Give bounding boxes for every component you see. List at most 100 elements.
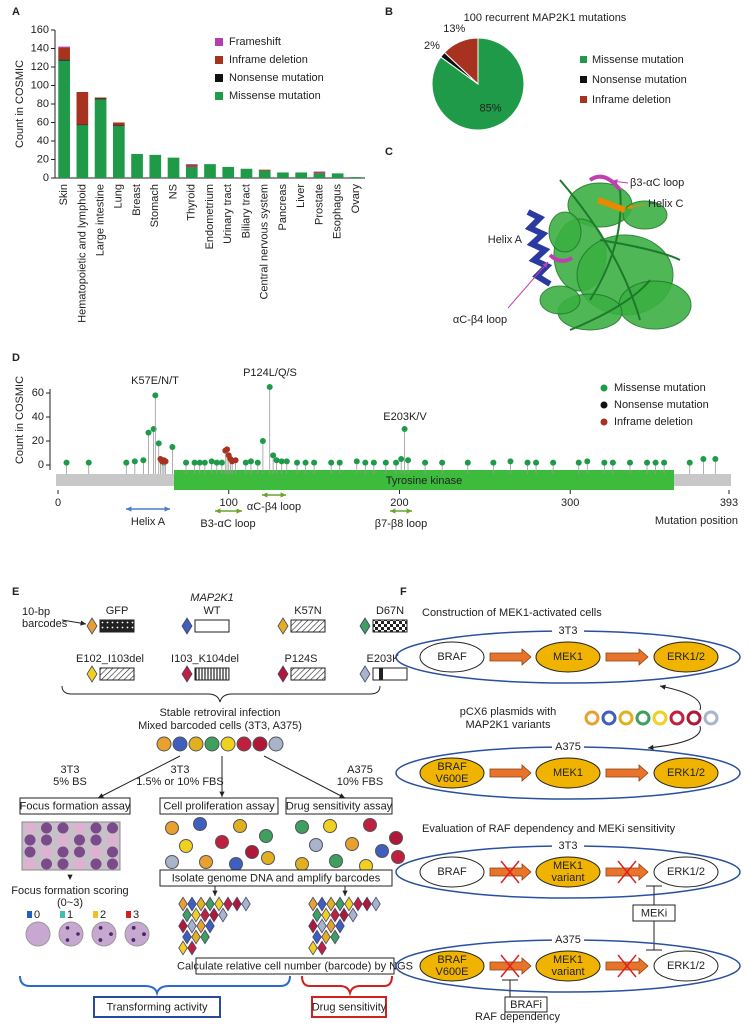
bar-segment	[112, 122, 125, 126]
y-tick-label: 20	[37, 153, 49, 165]
construct-label: P124S	[284, 653, 317, 665]
y-tick-label: 80	[37, 98, 49, 110]
annotation: P124L/Q/S	[243, 367, 297, 379]
lollipop-dot	[254, 459, 261, 466]
construct-box	[194, 667, 230, 681]
lollipop-dot	[533, 459, 540, 466]
well	[57, 834, 69, 846]
arrow-head	[262, 492, 268, 498]
legend-label: Nonsense mutation	[592, 74, 687, 86]
legend-label: Frameshift	[229, 36, 281, 48]
cell	[179, 839, 193, 853]
lollipop-dot	[152, 392, 159, 399]
panel-label: D	[12, 352, 20, 364]
lollipop-dot	[140, 457, 147, 464]
cell-label: 3T3	[559, 625, 578, 637]
construct-box	[372, 619, 408, 633]
bar-segment	[94, 98, 107, 100]
well	[107, 822, 118, 834]
bar-segment	[313, 171, 326, 173]
ribbon-strand	[569, 279, 651, 331]
plasmid	[635, 710, 651, 726]
x-tick-label: 300	[561, 497, 579, 509]
assay-label-box	[159, 797, 279, 815]
barcode-diamond	[348, 907, 358, 923]
ribbon-strand	[589, 189, 622, 301]
focus	[76, 932, 80, 936]
lollipop-dot	[464, 459, 471, 466]
x-tick-label: Hematopoietic and lymphoid	[76, 184, 88, 323]
barcode-diamond	[187, 918, 197, 934]
bar-segment	[131, 153, 143, 178]
well	[74, 858, 85, 870]
construct-box	[290, 667, 326, 681]
node-label: V600E	[435, 966, 468, 978]
construct-label: E203K	[366, 653, 400, 665]
condition-label: 5% BS	[53, 776, 87, 788]
lollipop-dot	[712, 456, 719, 462]
score-label: 3	[133, 909, 139, 921]
barcode-diamond	[317, 940, 327, 956]
node	[653, 856, 719, 888]
focus	[131, 938, 136, 942]
lollipop-dot	[700, 456, 707, 462]
lollipop-dot	[242, 459, 249, 466]
gene-label: MAP2K1	[190, 592, 233, 604]
legend-label: Missense mutation	[614, 382, 706, 394]
node-label: BRAF	[437, 761, 467, 773]
cell	[156, 736, 172, 752]
node-label: BRAF	[437, 954, 467, 966]
arrow-head	[215, 508, 221, 514]
bar-segment	[76, 91, 89, 125]
bar-segment	[149, 154, 162, 178]
cell-label-bg	[552, 933, 584, 946]
cell	[229, 857, 243, 871]
lollipop-dot	[123, 459, 130, 466]
arrow-head	[212, 890, 218, 896]
protein-structure	[524, 174, 692, 331]
panel-label: B	[385, 6, 393, 18]
x-tick-label: Liver	[295, 184, 307, 208]
dish	[25, 921, 51, 947]
cell	[389, 831, 403, 845]
node-label: variant	[551, 966, 584, 978]
signal-arrow	[489, 764, 532, 782]
step-label-box	[195, 957, 395, 975]
lollipop-dot	[398, 456, 405, 462]
barcode-diamond	[205, 896, 215, 912]
bar-segment	[76, 124, 89, 126]
lollipop-dot	[405, 457, 412, 464]
well	[57, 858, 69, 870]
barcode-diamond	[209, 907, 219, 923]
lollipop-dot	[232, 457, 239, 464]
bracket	[301, 975, 393, 997]
bar-segment	[167, 157, 180, 178]
barcode-diamond	[330, 929, 340, 945]
barcode-diamond	[317, 896, 327, 912]
annotation: E203K/V	[383, 411, 427, 423]
arrow-head	[98, 793, 104, 798]
lollipop-dot	[218, 459, 225, 466]
barcode-diamond	[308, 940, 318, 956]
assay-label-box	[285, 797, 393, 815]
cell	[309, 838, 323, 852]
legend-label: Inframe deletion	[614, 416, 693, 428]
barcode-diamond	[187, 940, 197, 956]
lollipop-dot	[169, 444, 176, 450]
lollipop-dot	[626, 459, 633, 466]
well	[41, 822, 52, 834]
lollipop-dot	[213, 459, 220, 466]
cell	[252, 736, 268, 752]
cell-label: 3T3	[559, 840, 578, 852]
x-tick-label: 393	[720, 497, 738, 509]
legend-label: Inframe deletion	[229, 54, 308, 66]
step-label-box	[159, 869, 393, 887]
well	[24, 846, 36, 858]
lollipop-dot	[393, 459, 400, 466]
legend-swatch	[215, 38, 223, 46]
x-axis-label: Mutation position	[655, 515, 738, 527]
arrow-head	[342, 890, 348, 896]
barcode-diamond	[330, 907, 340, 923]
helix-a	[524, 209, 553, 287]
